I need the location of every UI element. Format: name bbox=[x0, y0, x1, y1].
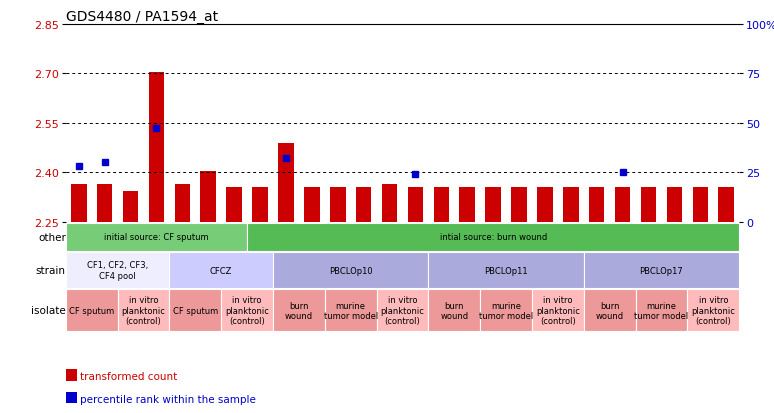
Text: GDS4480 / PA1594_at: GDS4480 / PA1594_at bbox=[66, 10, 218, 24]
Text: in vitro
planktonic
(control): in vitro planktonic (control) bbox=[691, 296, 735, 325]
Text: in vitro
planktonic
(control): in vitro planktonic (control) bbox=[225, 296, 269, 325]
Bar bbox=[200, 171, 216, 222]
Text: CF sputum: CF sputum bbox=[173, 306, 218, 315]
Bar bbox=[71, 185, 87, 222]
Bar bbox=[273, 253, 428, 288]
Text: CFCZ: CFCZ bbox=[210, 266, 232, 275]
Bar bbox=[247, 223, 739, 252]
Text: other: other bbox=[38, 232, 66, 242]
Bar bbox=[615, 188, 630, 222]
Text: CF1, CF2, CF3,
CF4 pool: CF1, CF2, CF3, CF4 pool bbox=[87, 261, 148, 280]
Bar bbox=[641, 188, 656, 222]
Bar bbox=[718, 188, 734, 222]
Bar bbox=[563, 188, 579, 222]
Text: in vitro
planktonic
(control): in vitro planktonic (control) bbox=[536, 296, 580, 325]
Bar bbox=[687, 290, 739, 332]
Bar bbox=[460, 188, 475, 222]
Bar bbox=[170, 290, 221, 332]
Bar bbox=[408, 188, 423, 222]
Text: percentile rank within the sample: percentile rank within the sample bbox=[80, 394, 255, 404]
Bar bbox=[584, 253, 739, 288]
Bar bbox=[589, 188, 604, 222]
Text: PBCLOp17: PBCLOp17 bbox=[639, 266, 683, 275]
Bar bbox=[252, 188, 268, 222]
Bar bbox=[666, 188, 682, 222]
Text: PBCLOp10: PBCLOp10 bbox=[329, 266, 372, 275]
Bar bbox=[66, 290, 118, 332]
Bar bbox=[118, 290, 170, 332]
Bar bbox=[278, 143, 293, 222]
Text: CF sputum: CF sputum bbox=[69, 306, 115, 315]
Bar bbox=[356, 188, 372, 222]
Bar bbox=[226, 188, 242, 222]
Bar bbox=[532, 290, 584, 332]
Bar bbox=[273, 290, 325, 332]
Text: murine
tumor model: murine tumor model bbox=[635, 301, 689, 320]
Text: transformed count: transformed count bbox=[80, 371, 177, 381]
Text: PBCLOp11: PBCLOp11 bbox=[485, 266, 528, 275]
Bar bbox=[433, 188, 449, 222]
Bar bbox=[175, 185, 190, 222]
Text: burn
wound: burn wound bbox=[596, 301, 624, 320]
Bar bbox=[693, 188, 708, 222]
Bar bbox=[221, 290, 273, 332]
Bar bbox=[537, 188, 553, 222]
Text: murine
tumor model: murine tumor model bbox=[479, 301, 533, 320]
Bar bbox=[635, 290, 687, 332]
Bar bbox=[170, 253, 273, 288]
Bar bbox=[304, 188, 320, 222]
Text: murine
tumor model: murine tumor model bbox=[324, 301, 378, 320]
Bar bbox=[97, 185, 112, 222]
Bar bbox=[480, 290, 532, 332]
Bar bbox=[123, 191, 139, 222]
Bar bbox=[325, 290, 377, 332]
Bar bbox=[149, 73, 164, 222]
Bar bbox=[584, 290, 635, 332]
Bar bbox=[485, 188, 501, 222]
Bar bbox=[428, 253, 584, 288]
Bar bbox=[382, 185, 397, 222]
Text: isolate: isolate bbox=[31, 306, 66, 316]
Bar bbox=[66, 223, 247, 252]
Text: intial source: burn wound: intial source: burn wound bbox=[440, 233, 546, 242]
Text: burn
wound: burn wound bbox=[285, 301, 313, 320]
Bar bbox=[66, 253, 170, 288]
Text: burn
wound: burn wound bbox=[440, 301, 468, 320]
Text: in vitro
planktonic
(control): in vitro planktonic (control) bbox=[122, 296, 166, 325]
Text: strain: strain bbox=[36, 266, 66, 275]
Text: initial source: CF sputum: initial source: CF sputum bbox=[104, 233, 209, 242]
Bar bbox=[428, 290, 480, 332]
Bar bbox=[377, 290, 428, 332]
Text: in vitro
planktonic
(control): in vitro planktonic (control) bbox=[381, 296, 424, 325]
Bar bbox=[330, 188, 345, 222]
Bar bbox=[512, 188, 527, 222]
